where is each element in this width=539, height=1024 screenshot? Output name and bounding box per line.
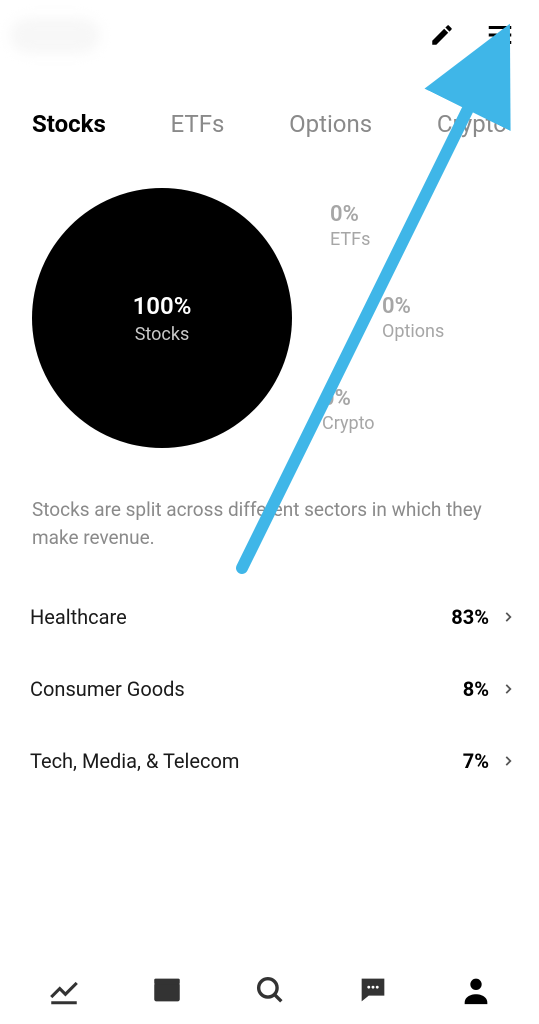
sector-name: Consumer Goods	[30, 677, 185, 701]
legend-label: Options	[382, 321, 539, 342]
sector-row-tech-media-telecom[interactable]: Tech, Media, & Telecom 7%	[24, 725, 521, 797]
person-icon	[459, 973, 493, 1007]
bottom-nav	[0, 956, 539, 1024]
redacted-area	[10, 18, 100, 53]
pie-label: Stocks	[135, 324, 190, 345]
edit-icon[interactable]	[429, 22, 455, 48]
legend-percent: 0%	[322, 386, 539, 411]
wallet-icon	[150, 973, 184, 1007]
chat-icon	[356, 973, 390, 1007]
sector-name: Healthcare	[30, 605, 127, 629]
tab-crypto[interactable]: Crypto	[437, 110, 507, 138]
description-text: Stocks are split across different sector…	[0, 478, 539, 571]
sector-name: Tech, Media, & Telecom	[30, 749, 239, 773]
legend-label: Crypto	[322, 413, 539, 434]
legend-percent: 0%	[330, 202, 539, 227]
legend-percent: 0%	[382, 294, 539, 319]
legend-label: ETFs	[330, 229, 539, 250]
tab-options[interactable]: Options	[289, 110, 372, 138]
pie-chart: 100% Stocks	[32, 188, 292, 448]
allocation-legend: 0% ETFs 0% Options 0% Crypto	[292, 202, 539, 434]
nav-wallet[interactable]	[150, 973, 184, 1007]
chevron-right-icon	[501, 678, 515, 700]
sector-list: Healthcare 83% Consumer Goods 8% Tech, M…	[0, 571, 539, 797]
asset-tabs: Stocks ETFs Options Crypto	[0, 60, 539, 158]
legend-item-etfs: 0% ETFs	[312, 202, 539, 250]
search-icon	[253, 973, 287, 1007]
sector-row-healthcare[interactable]: Healthcare 83%	[24, 581, 521, 653]
sector-percent: 8%	[463, 677, 489, 701]
chevron-right-icon	[501, 750, 515, 772]
sector-percent: 83%	[451, 605, 489, 629]
tab-etfs[interactable]: ETFs	[171, 110, 225, 138]
menu-icon[interactable]	[485, 20, 515, 50]
allocation-chart: 100% Stocks 0% ETFs 0% Options 0% Crypto	[0, 158, 539, 478]
nav-search[interactable]	[253, 973, 287, 1007]
chevron-right-icon	[501, 606, 515, 628]
sector-percent: 7%	[463, 749, 489, 773]
nav-portfolio[interactable]	[47, 973, 81, 1007]
chart-line-icon	[47, 973, 81, 1007]
sector-row-consumer-goods[interactable]: Consumer Goods 8%	[24, 653, 521, 725]
legend-item-options: 0% Options	[312, 294, 539, 342]
nav-messages[interactable]	[356, 973, 390, 1007]
nav-profile[interactable]	[459, 973, 493, 1007]
pie-percent: 100%	[133, 292, 192, 320]
legend-item-crypto: 0% Crypto	[312, 386, 539, 434]
tab-stocks[interactable]: Stocks	[32, 110, 106, 138]
